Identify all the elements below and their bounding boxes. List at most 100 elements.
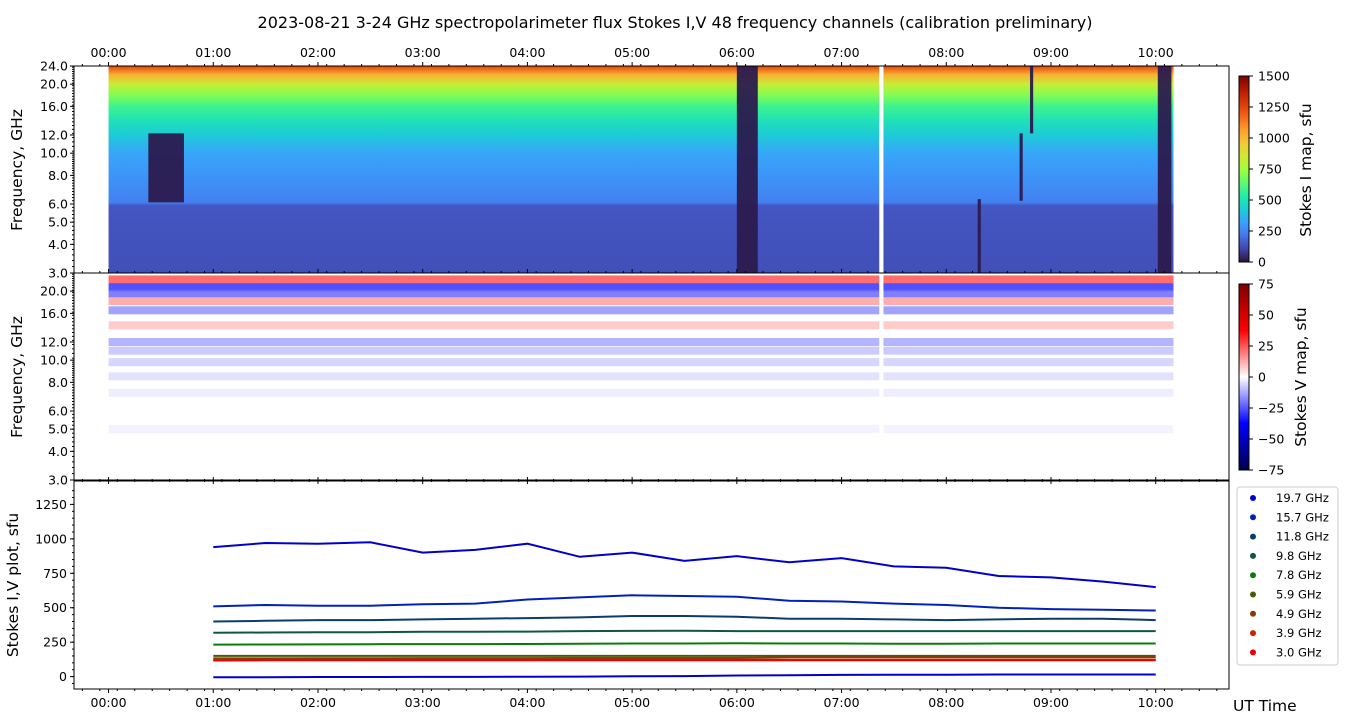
top-time-tick-label: 10:00 (1138, 45, 1174, 60)
colorbar-tick-label: 1500 (1258, 69, 1290, 84)
stokes-v-band (108, 283, 1174, 292)
bottom-time-tick-label: 07:00 (824, 695, 860, 710)
freq-tick-label: 4.0 (48, 444, 68, 459)
flux-tick-label: 750 (43, 566, 67, 581)
stokes-i-colorbar-ticks: 0 250 500 750 1000 1250 1500 (1249, 69, 1290, 270)
bottom-time-tick-label: 08:00 (928, 695, 964, 710)
stokes-v-band (108, 306, 1174, 315)
stokes-v-band (108, 346, 1174, 355)
stokes-v-band (108, 425, 1174, 434)
colorbar-tick-label: −25 (1258, 401, 1284, 416)
stokes-i-gap (879, 66, 884, 273)
stokes-v-gap (879, 273, 884, 480)
top-time-tick-label: 06:00 (719, 45, 755, 60)
colorbar-tick-label: 50 (1258, 308, 1274, 323)
stokes-i-ylabel: Frequency, GHz (8, 109, 26, 231)
series-line-7-8-GHz (213, 642, 1156, 646)
bottom-time-tick-label: 01:00 (195, 695, 231, 710)
stokes-v-band (108, 388, 1174, 397)
stokes-iv-series (213, 541, 1156, 679)
freq-tick-label: 20.0 (40, 77, 68, 92)
stokes-v-band (108, 297, 1174, 306)
bottom-time-axis-labels: 00:00 01:00 02:00 03:00 04:00 05:00 06:00 07:00… (91, 695, 1174, 710)
legend-marker (1250, 572, 1256, 579)
top-time-tick-label: 02:00 (300, 45, 336, 60)
legend-marker (1250, 495, 1256, 501)
stokes-i-dropout (1030, 66, 1034, 134)
freq-tick-label: 3.0 (48, 266, 68, 281)
bottom-time-tick-label: 09:00 (1033, 695, 1069, 710)
top-time-tick-label: 09:00 (1033, 45, 1069, 60)
top-time-tick-label: 01:00 (195, 45, 231, 60)
flux-tick-label: 250 (43, 635, 67, 650)
stokes-v-heatmap (108, 273, 1174, 480)
legend-label: 15.7 GHz (1276, 510, 1329, 524)
colorbar-tick-label: 1000 (1258, 131, 1290, 146)
stokes-v-band (108, 321, 1174, 330)
stokes-i-dropout (148, 133, 184, 203)
stokes-v-band (108, 275, 1174, 284)
top-time-tick-label: 03:00 (405, 45, 441, 60)
stokes-i-dropout (1019, 133, 1023, 201)
colorbar-tick-label: 25 (1258, 339, 1274, 354)
bottom-time-tick-label: 02:00 (300, 695, 336, 710)
stokes-iv-ylabel: Stokes I,V plot, sfu (4, 513, 22, 657)
colorbar-tick-label: 0 (1258, 370, 1266, 385)
series-line-19-7-GHz (213, 541, 1156, 589)
freq-tick-label: 24.0 (40, 59, 68, 74)
legend-marker (1250, 533, 1256, 540)
legend-label: 19.7 GHz (1276, 491, 1329, 505)
legend-marker (1250, 649, 1256, 656)
freq-tick-label: 10.0 (40, 146, 68, 161)
stokes-v-colorbar-ticks: −75 −50 −25 0 25 50 75 (1249, 277, 1284, 478)
stokes-v-colorbar-bar (1238, 283, 1250, 471)
figure-title: 2023-08-21 3-24 GHz spectropolarimeter f… (258, 13, 1093, 32)
colorbar-tick-label: 750 (1258, 162, 1282, 177)
freq-tick-label: 8.0 (48, 375, 68, 390)
legend-box (1236, 486, 1339, 666)
legend-label: 3.9 GHz (1276, 626, 1322, 640)
stokes-v-ytick-labels: 3.0 4.0 5.0 6.0 8.0 10.0 12.0 16.0 20.0 (40, 284, 68, 488)
freq-tick-label: 4.0 (48, 237, 68, 252)
freq-tick-label: 10.0 (40, 353, 68, 368)
stokes-i-colorbar-bar (1238, 75, 1250, 263)
stokes-i-dropout (1157, 66, 1172, 273)
freq-tick-label: 6.0 (48, 404, 68, 419)
legend: 19.7 GHz 15.7 GHz 11.8 GHz 9.8 GHz 7.8 GHz 5.… (1236, 486, 1339, 666)
stokes-i-intensity (108, 66, 1174, 273)
freq-tick-label: 8.0 (48, 168, 68, 183)
stokes-iv-ticks (70, 477, 1218, 693)
stokes-v-colorbar: −75 −50 −25 0 25 50 75 Stokes V map, sfu (1238, 277, 1310, 478)
colorbar-tick-label: −50 (1258, 432, 1284, 447)
top-time-tick-label: 04:00 (509, 45, 545, 60)
series-line-stokes-v (213, 673, 1156, 679)
top-time-tick-label: 08:00 (928, 45, 964, 60)
bottom-time-tick-label: 04:00 (509, 695, 545, 710)
stokes-i-dropout (736, 66, 758, 273)
top-time-axis-labels: 00:00 01:00 02:00 03:00 04:00 05:00 06:00 07:00… (91, 45, 1174, 60)
stokes-v-band (108, 289, 1174, 298)
stokes-i-colorbar-label: Stokes I map, sfu (1297, 103, 1315, 237)
colorbar-tick-label: 0 (1258, 255, 1266, 270)
colorbar-tick-label: 1250 (1258, 100, 1290, 115)
colorbar-tick-label: 250 (1258, 224, 1282, 239)
series-line-11-8-GHz (213, 615, 1156, 623)
stokes-v-band (108, 338, 1174, 346)
bottom-time-tick-label: 10:00 (1138, 695, 1174, 710)
stokes-v-ylabel: Frequency, GHz (8, 316, 26, 438)
legend-marker (1250, 591, 1256, 598)
freq-tick-label: 5.0 (48, 422, 68, 437)
bottom-time-tick-label: 03:00 (405, 695, 441, 710)
colorbar-tick-label: −75 (1258, 463, 1284, 478)
flux-tick-label: 1250 (35, 497, 67, 512)
flux-tick-label: 500 (43, 600, 67, 615)
colorbar-tick-label: 75 (1258, 277, 1274, 292)
stokes-v-band (108, 372, 1174, 381)
time-axis-label: UT Time (1233, 697, 1297, 715)
legend-label: 11.8 GHz (1276, 530, 1329, 544)
stokes-iv-ytick-labels: 0 250 500 750 1000 1250 (35, 497, 67, 684)
top-time-tick-label: 05:00 (614, 45, 650, 60)
freq-tick-label: 5.0 (48, 215, 68, 230)
legend-marker (1250, 610, 1256, 617)
freq-tick-label: 16.0 (40, 306, 68, 321)
